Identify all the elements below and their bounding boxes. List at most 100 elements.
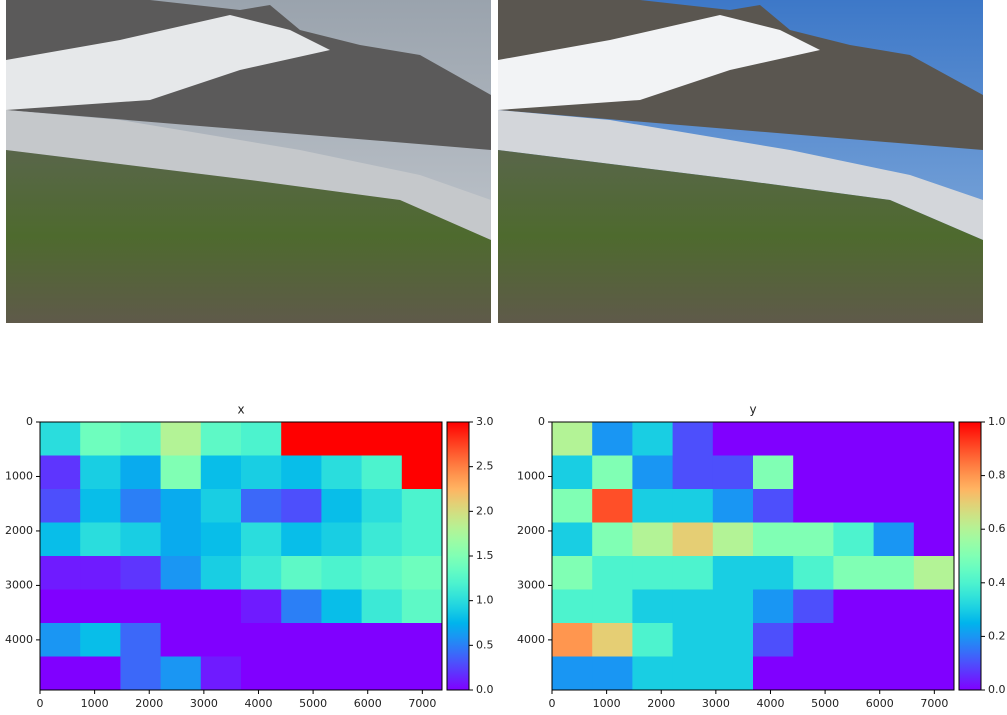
heatmap-cell — [873, 489, 915, 523]
heatmap-cell — [241, 455, 282, 490]
heatmap-cell — [80, 522, 121, 557]
heatmap-cell — [552, 522, 593, 557]
colorbar-tick-label: 1.5 — [476, 549, 494, 562]
heatmap-cell — [200, 522, 242, 557]
axes-frame — [551, 421, 955, 691]
heatmap-cell — [632, 455, 674, 490]
heatmap-cell — [200, 656, 242, 691]
heatmap-cell — [321, 455, 363, 490]
heatmap-cell — [80, 556, 121, 590]
y-tick-label: 1000 — [5, 469, 33, 482]
y-tick-label: 3000 — [517, 578, 545, 591]
heatmap-cell — [361, 422, 403, 456]
heatmap-cell — [712, 522, 754, 557]
heatmap-cell — [80, 489, 121, 523]
heatmap-cell — [200, 556, 242, 590]
photo-right — [498, 0, 983, 323]
heatmap-cell — [592, 455, 633, 490]
heatmap-cell — [753, 422, 794, 456]
y-tick-label: 0 — [538, 415, 545, 428]
heatmap-cell — [672, 522, 714, 557]
heatmap-cell — [753, 489, 794, 523]
colorbar-tick-label: 1.0 — [988, 415, 1006, 428]
heatmap-cell — [241, 489, 282, 523]
heatmap-cell — [321, 656, 363, 691]
heatmap-cell — [873, 455, 915, 490]
colorbar-tick-label: 2.5 — [476, 460, 494, 473]
heatmap-cell — [833, 623, 875, 657]
heatmap-cell — [281, 589, 322, 624]
x-tick-label: 0 — [37, 697, 44, 710]
heatmap-cell — [401, 656, 443, 691]
heatmap-cell — [40, 489, 81, 523]
heatmap-cell — [40, 623, 81, 657]
heatmap-cell — [40, 556, 81, 590]
y-tick-label: 0 — [26, 415, 33, 428]
y-tick-label: 3000 — [5, 578, 33, 591]
heatmap-cell — [913, 589, 955, 624]
heatmap-cell — [592, 556, 633, 590]
heatmap-cell — [401, 522, 443, 557]
heatmap-cell — [712, 656, 754, 691]
colorbar-tick-label: 0.2 — [988, 629, 1006, 642]
heatmap-cell — [552, 489, 593, 523]
heatmap-cell — [632, 623, 674, 657]
heatmap-cell — [160, 623, 202, 657]
heatmap-cell — [281, 489, 322, 523]
heatmap-cell — [793, 455, 834, 490]
colorbar-tick-label: 1.0 — [476, 594, 494, 607]
heatmap-cell — [281, 623, 322, 657]
heatmap-cell — [873, 556, 915, 590]
heatmap-cell — [361, 589, 403, 624]
heatmap-cell — [241, 589, 282, 624]
colorbar-tick-label: 2.0 — [476, 504, 494, 517]
heatmap-cell — [200, 489, 242, 523]
heatmap-cell — [281, 422, 322, 456]
heatmap-cell — [160, 656, 202, 691]
heatmap-cell — [712, 422, 754, 456]
heatmap-cell — [712, 489, 754, 523]
heatmap-cell — [241, 656, 282, 691]
heatmap-cell — [80, 589, 121, 624]
colorbar-tick-label: 0.0 — [988, 683, 1006, 696]
heatmap-cell — [40, 656, 81, 691]
heatmap-cell — [592, 589, 633, 624]
heatmap-cell — [160, 589, 202, 624]
heatmap-cell — [833, 589, 875, 624]
heatmap-cell — [552, 623, 593, 657]
heatmap-cell — [552, 422, 593, 456]
heatmap-cell — [361, 623, 403, 657]
heatmap-cell — [40, 589, 81, 624]
heatmap-cell — [913, 556, 955, 590]
x-tick-label: 4000 — [244, 697, 272, 710]
heatmap-cell — [200, 422, 242, 456]
heatmap-cell — [361, 556, 403, 590]
chart-title: y — [749, 403, 756, 417]
heatmap-cell — [672, 656, 714, 691]
heatmap-cell — [120, 656, 162, 691]
x-tick-label: 1000 — [81, 697, 109, 710]
heatmap-cell — [361, 656, 403, 691]
heatmap-cell — [160, 489, 202, 523]
heatmap-cell — [321, 422, 363, 456]
heatmap-cell — [120, 522, 162, 557]
heatmap-cell — [40, 422, 81, 456]
heatmap-cell — [200, 623, 242, 657]
heatmap-cell — [592, 656, 633, 691]
colorbar-tick-label: 0.6 — [988, 522, 1006, 535]
heatmap-cell — [241, 422, 282, 456]
heatmap-cell — [321, 556, 363, 590]
heatmap-cell — [833, 455, 875, 490]
heatmap-cell — [120, 556, 162, 590]
heatmap-cell — [793, 589, 834, 624]
heatmap-cell — [120, 623, 162, 657]
x-tick-label: 3000 — [190, 697, 218, 710]
heatmap-cell — [321, 522, 363, 557]
heatmap-cell — [200, 589, 242, 624]
y-tick-label: 2000 — [5, 524, 33, 537]
photo-left — [6, 0, 491, 323]
heatmap-cell — [793, 556, 834, 590]
heatmap-cell — [793, 656, 834, 691]
colorbar — [958, 421, 982, 691]
